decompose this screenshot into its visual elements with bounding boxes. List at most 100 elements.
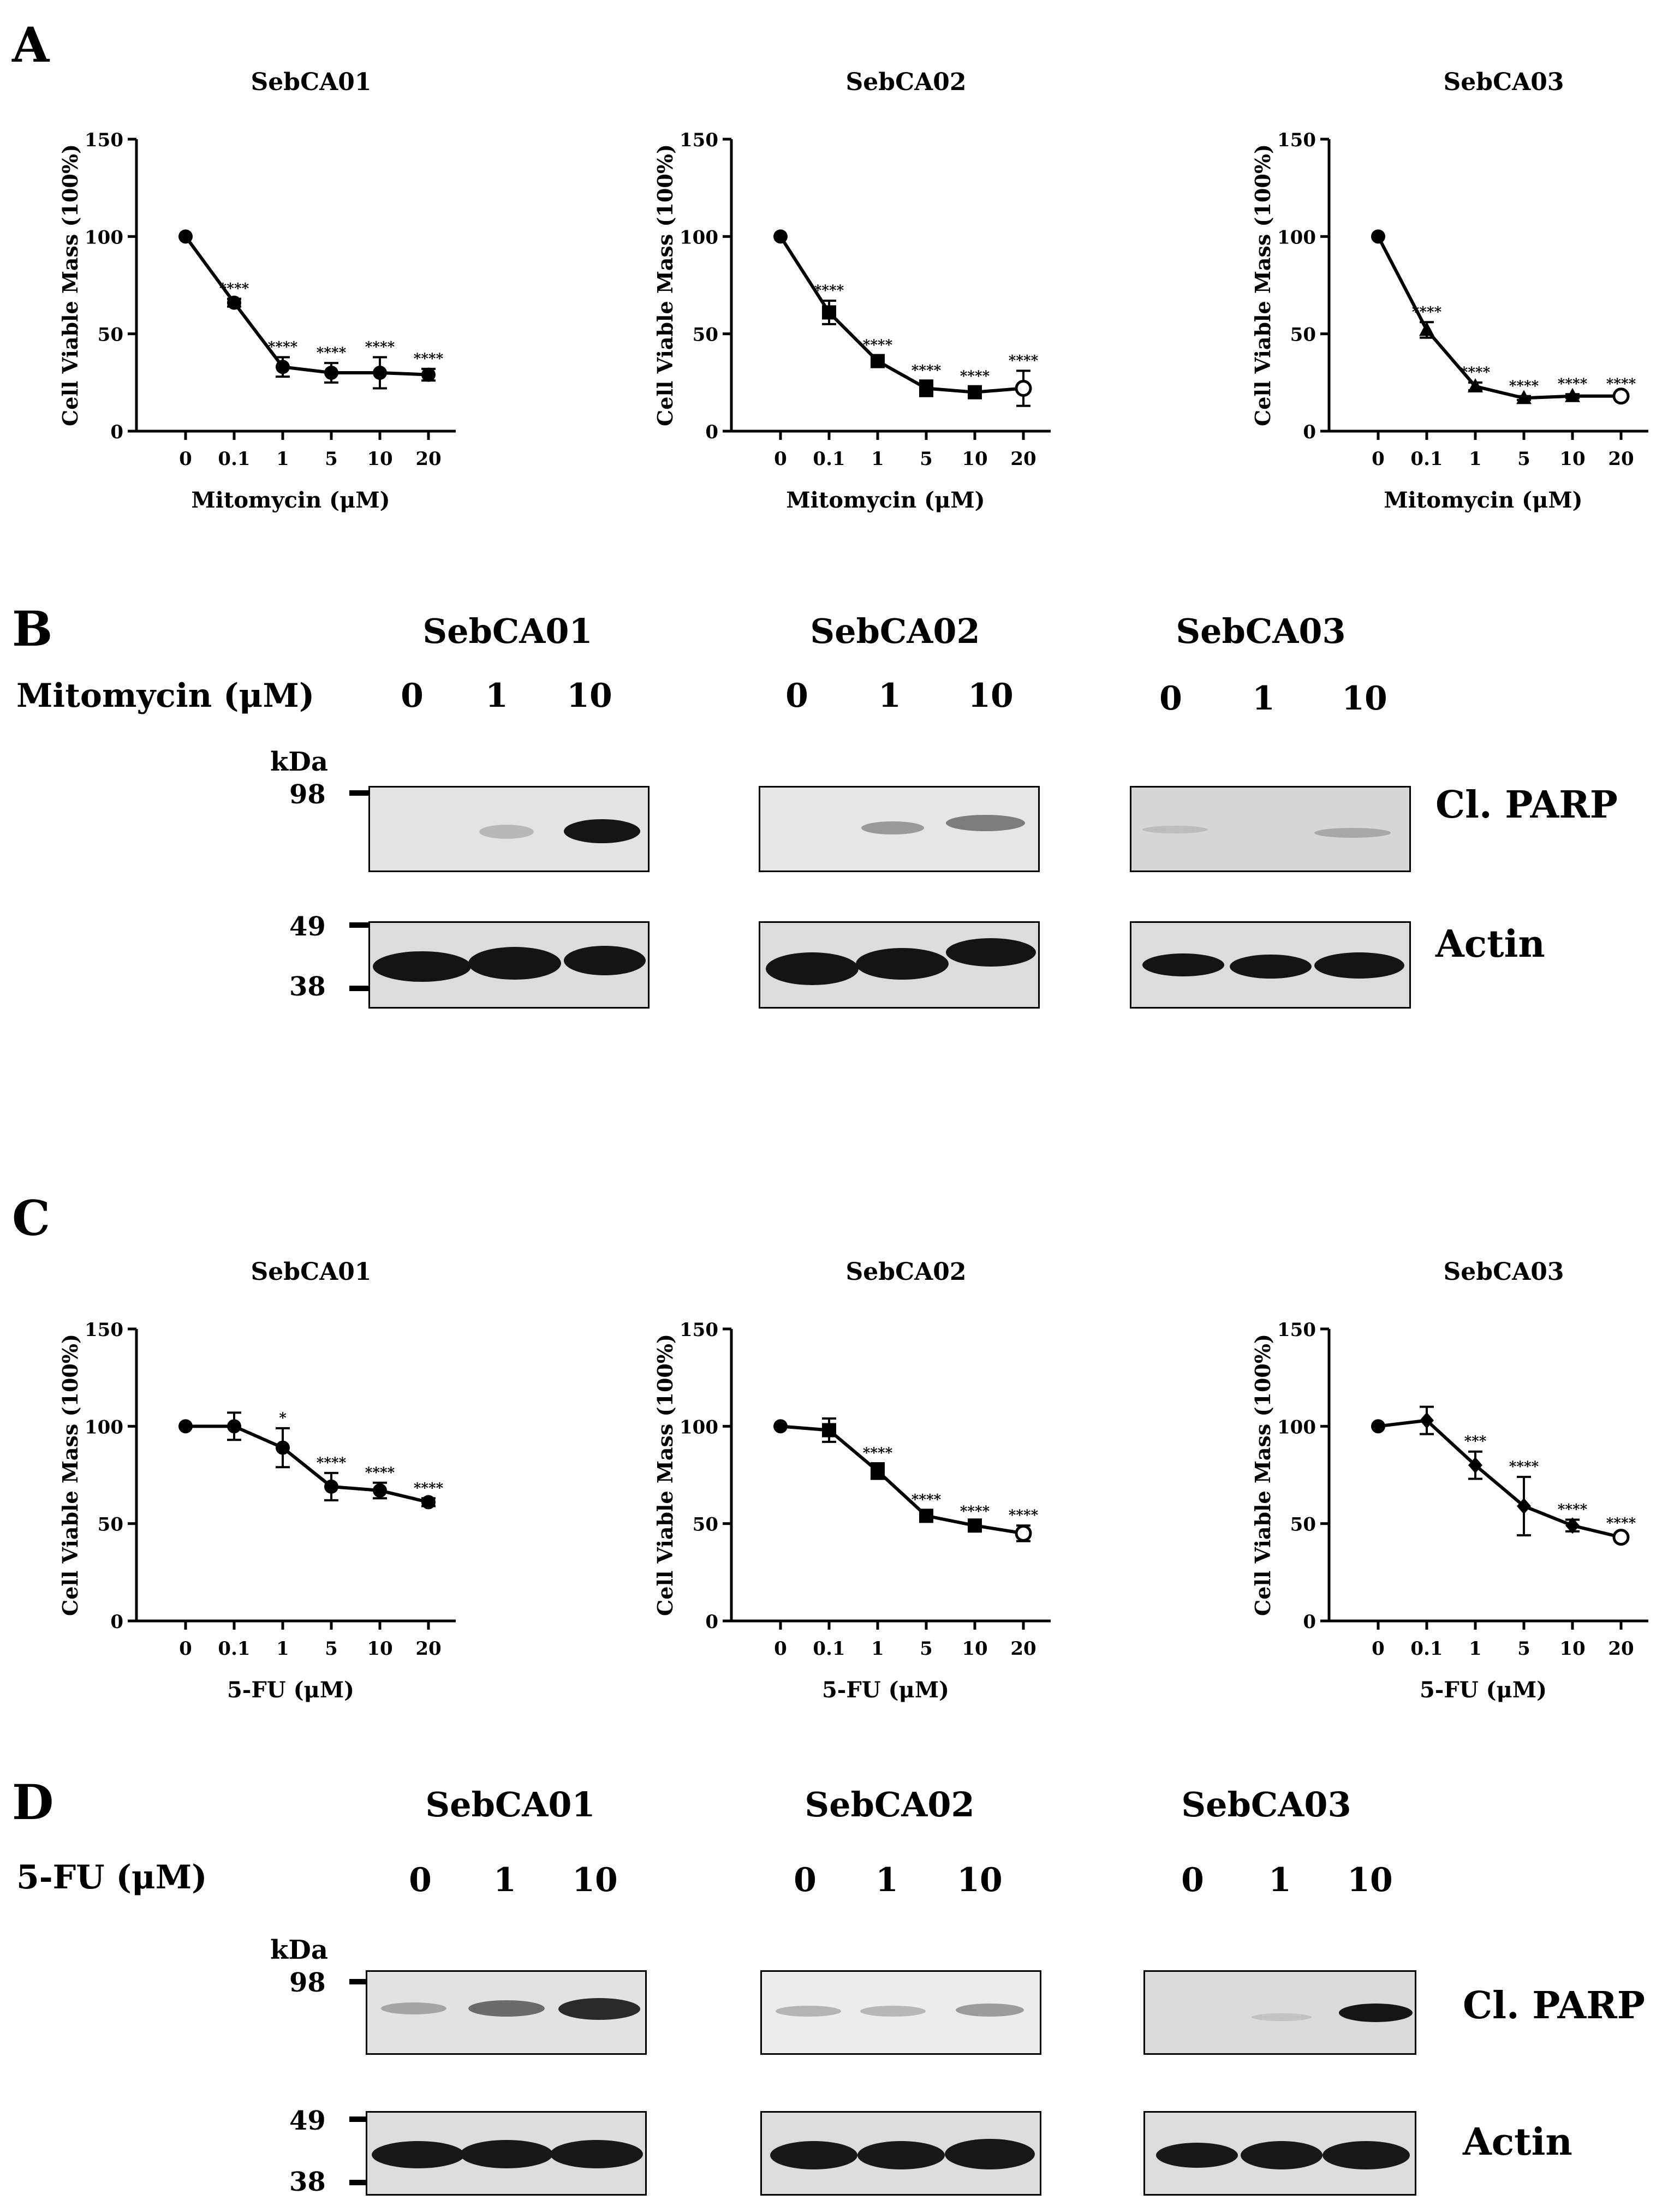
blot-title-sebca01: SebCA01	[425, 1785, 595, 1825]
chart-title: SebCA03	[1443, 1258, 1564, 1286]
significance-label: ****	[1558, 1502, 1588, 1518]
data-point	[871, 1464, 885, 1478]
blot-cl-parp-sebca03	[1143, 1970, 1416, 2055]
data-point	[919, 1509, 933, 1523]
blot-actin-sebca01	[366, 2111, 647, 2196]
data-point	[1015, 1525, 1032, 1542]
significance-label: ****	[960, 368, 990, 385]
x-tick-label: 20	[1608, 448, 1634, 470]
lane-label: 1	[1268, 1861, 1291, 1899]
lane-label: 10	[567, 677, 612, 715]
x-axis-label: 5-FU (μM)	[1420, 1677, 1547, 1703]
series-line	[1377, 235, 1621, 400]
lane-label: 1	[493, 1861, 516, 1899]
y-tick-label: 150	[85, 1319, 123, 1341]
significance-label: ****	[1606, 1516, 1636, 1532]
band	[468, 2000, 545, 2017]
x-tick-label: 20	[1608, 1638, 1634, 1660]
significance-label: ****	[1461, 365, 1491, 381]
x-axis-label: 5-FU (μM)	[822, 1677, 949, 1703]
band	[1241, 2141, 1322, 2169]
mw-marker-38: 38	[289, 2167, 326, 2197]
data-point	[871, 354, 885, 368]
band	[946, 815, 1025, 831]
significance-label: ****	[414, 351, 444, 367]
blot-title-sebca03: SebCA03	[1176, 611, 1346, 651]
x-tick-label: 1	[276, 448, 289, 470]
y-tick-label: 100	[85, 1416, 123, 1438]
band	[770, 2141, 857, 2169]
band	[381, 2002, 446, 2014]
y-tick-label: 50	[693, 1514, 718, 1536]
y-tick-label: 150	[1277, 1319, 1316, 1341]
band	[861, 821, 924, 834]
data-point	[919, 381, 933, 396]
blot-actin-sebca01	[368, 921, 650, 1009]
x-tick-label: 0.1	[1410, 448, 1443, 470]
x-tick-label: 0	[179, 1638, 192, 1660]
data-point	[324, 366, 338, 380]
blot-cl-parp-sebca01	[366, 1970, 647, 2055]
antibody-label-actin: Actin	[1463, 2120, 1572, 2164]
line-chart-5fu-sebca02: 0 50 100 150 0 0.1 1 5 10 20 5-FU (μM) Cell Viable …	[653, 1319, 1051, 1703]
band	[550, 2140, 643, 2168]
data-point	[373, 1483, 387, 1498]
data-point	[822, 1423, 836, 1438]
kda-label: kDa	[270, 1935, 328, 1965]
data-point	[227, 1419, 241, 1434]
x-axis-label: Mitomycin (μM)	[1384, 487, 1582, 513]
series-line	[779, 235, 1024, 394]
y-tick-label: 50	[98, 1514, 123, 1536]
significance-label: *	[279, 1410, 287, 1427]
significance-label: ****	[1009, 353, 1039, 369]
line-chart-5fu-sebca03: 0 50 100 150 0 0.1 1 5 10 20 5-FU (μM) Cell Viable …	[1250, 1319, 1648, 1703]
significance-label: ****	[414, 1480, 444, 1496]
blot-cl-parp-sebca03	[1130, 786, 1411, 872]
y-axis-label: Cell Viable Mass (100%)	[58, 1334, 82, 1616]
x-tick-label: 5	[920, 448, 933, 470]
data-point	[1420, 1412, 1434, 1429]
chart-title: SebCA01	[251, 1258, 372, 1286]
significance-label: ****	[912, 362, 942, 379]
data-point	[1516, 390, 1532, 404]
mw-marker-49: 49	[289, 911, 326, 942]
data-point	[1371, 1419, 1385, 1434]
x-tick-label: 20	[415, 448, 441, 470]
blot-actin-sebca03	[1143, 2111, 1416, 2196]
band	[766, 952, 859, 985]
x-tick-label: 10	[962, 1638, 987, 1660]
x-tick-label: 0.1	[218, 448, 250, 470]
data-point	[1015, 380, 1032, 397]
data-point	[324, 1479, 338, 1494]
band	[1322, 2141, 1410, 2169]
line-chart-5fu-sebca01: 0 50 100 150 0 0.1 1 5 10 20 5-FU (μM) Cell Viable …	[58, 1319, 456, 1703]
lane-label: 0	[1181, 1861, 1204, 1899]
lane-label: 1	[485, 677, 508, 715]
series-line	[186, 1424, 429, 1504]
data-point	[1517, 1498, 1531, 1515]
y-tick-label: 150	[1277, 129, 1316, 151]
blot-cl-parp-sebca01	[368, 786, 650, 872]
x-tick-label: 0	[1372, 1638, 1385, 1660]
x-tick-label: 1	[1469, 1638, 1482, 1660]
y-axis-label: Cell Viable Mass (100%)	[1250, 144, 1275, 426]
data-point	[773, 1419, 788, 1434]
line-chart-mitomycin-sebca02: 0 50 100 150 0 0.1 1 5 10 20 Mitomycin (μM) Cell Vi…	[653, 129, 1051, 513]
blot-cl-parp-sebca02	[760, 1970, 1041, 2055]
band	[856, 948, 949, 980]
data-point	[373, 366, 387, 380]
blot-actin-sebca03	[1130, 921, 1411, 1009]
series-line	[184, 235, 429, 377]
band	[479, 825, 534, 839]
x-tick-label: 20	[415, 1638, 441, 1660]
x-tick-label: 0	[179, 448, 192, 470]
data-point	[968, 385, 982, 400]
antibody-label-parp: Cl. PARP	[1463, 1984, 1645, 2028]
y-tick-label: 50	[693, 324, 718, 346]
x-tick-label: 10	[962, 448, 987, 470]
panel-label-a: A	[12, 16, 50, 73]
band	[468, 947, 561, 980]
significance-label: ****	[365, 1465, 395, 1481]
lane-label: 10	[957, 1861, 1003, 1899]
x-axis-label: Mitomycin (μM)	[786, 487, 985, 513]
